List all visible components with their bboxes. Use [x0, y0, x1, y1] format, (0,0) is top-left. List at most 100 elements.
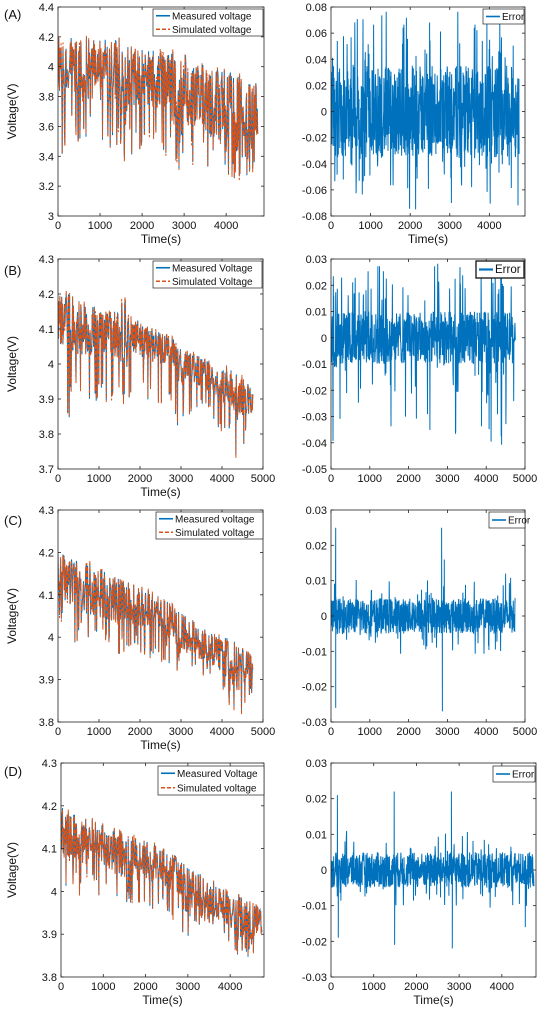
axes-box: [57, 6, 265, 217]
y-tick-label: 3.9: [39, 675, 54, 687]
series-simulated-line: [61, 809, 263, 955]
x-tick-label: 1000: [87, 473, 111, 485]
y-tick-label: -0.01: [302, 646, 327, 658]
x-axis-label: Time(s): [141, 232, 181, 246]
y-tick-label: 0: [321, 865, 327, 877]
x-tick-label: 0: [58, 981, 64, 993]
legend-label-1: Measured Voltage: [177, 769, 258, 780]
x-tick-label: 4000: [214, 220, 238, 232]
legend: Error: [488, 511, 531, 529]
x-tick-label: 3000: [435, 473, 459, 485]
y-tick-label: 0.01: [306, 829, 327, 841]
legend: Error: [475, 260, 525, 279]
y-tick-label: 4.3: [42, 758, 57, 770]
legend-box: [492, 765, 536, 783]
y-tick-label: 3.8: [42, 972, 57, 984]
x-tick-label: 4000: [474, 726, 498, 738]
legend-label-2: Simulated voltage: [175, 528, 255, 539]
x-tick-label: 3000: [169, 726, 193, 738]
y-tick-label: -0.02: [302, 133, 327, 145]
x-tick-label: 4000: [477, 220, 501, 232]
x-tick-label: 5000: [251, 473, 275, 485]
plot-area: [58, 35, 259, 181]
x-tick-label: 2000: [128, 473, 152, 485]
y-tick-label: 4.3: [39, 254, 54, 266]
legend-box: [152, 260, 263, 289]
legend-label-1: Error: [512, 770, 535, 781]
legend-box: [155, 511, 264, 540]
series-simulated-line: [58, 290, 254, 459]
x-tick-label: 2000: [396, 726, 420, 738]
x-tick-label: 3000: [447, 981, 471, 993]
y-tick-label: 3.9: [42, 929, 57, 941]
legend-label-1: Measured voltage: [175, 514, 255, 525]
legend-box: [157, 765, 265, 796]
y-tick-label: 4: [48, 62, 54, 74]
x-tick-label: 0: [55, 473, 61, 485]
y-tick-label: 0: [321, 107, 327, 119]
x-tick-label: 3000: [438, 220, 462, 232]
legend-label-1: Measured Voltage: [172, 263, 253, 274]
y-tick-label: 3.8: [39, 429, 54, 441]
x-tick-label: 4000: [210, 473, 234, 485]
chart-panel-3: 0 1000 2000 3000 4000 5000 3.7 3.8 3.9 4 4.1 4.2 4.3…: [4, 254, 275, 499]
y-tick-label: 4.2: [42, 801, 57, 813]
x-tick-label: 5000: [251, 726, 275, 738]
panel-label: (C): [4, 513, 22, 528]
x-tick-label: 2000: [398, 220, 422, 232]
plot-area: [331, 11, 520, 210]
plot-area: [58, 290, 254, 459]
y-tick-label: 3.2: [39, 181, 54, 193]
legend-box: [488, 511, 526, 529]
y-tick-label: 3.7: [39, 464, 54, 476]
legend-label-1: Error: [508, 516, 531, 527]
y-tick-label: 0.04: [306, 54, 327, 66]
y-tick-label: 4.1: [39, 324, 54, 336]
x-axis-label: Time(s): [142, 993, 182, 1007]
chart-panel-1: 0 1000 2000 3000 4000 3 3.2 3.4 3.6 3.8 4 4.2 4.4 Tim…: [4, 2, 265, 246]
y-tick-label: 0.01: [306, 307, 327, 319]
x-tick-label: 4000: [490, 981, 514, 993]
y-tick-label: 4.1: [39, 590, 54, 602]
y-tick-label: 0.08: [306, 2, 327, 14]
y-tick-label: -0.05: [302, 464, 327, 476]
legend: Error: [482, 8, 525, 25]
y-axis-label: Voltage(V): [5, 588, 19, 644]
chart-panel-4: 0 1000 2000 3000 4000 5000 -0.05 -0.04 -0.03 -0.0…: [302, 254, 537, 485]
y-tick-label: -0.01: [302, 359, 327, 371]
y-tick-label: 0.02: [306, 80, 327, 92]
x-tick-label: 1000: [358, 726, 382, 738]
y-tick-label: -0.03: [302, 972, 327, 984]
plot-area: [331, 791, 535, 949]
y-tick-label: -0.06: [302, 185, 327, 197]
y-tick-label: 0.01: [306, 576, 327, 588]
x-tick-label: 3000: [435, 726, 459, 738]
plot-area: [331, 527, 516, 712]
panel-label: (D): [4, 764, 22, 779]
legend-label-2: Simulated voltage: [172, 25, 252, 36]
y-tick-label: -0.04: [302, 159, 327, 171]
x-axis-label: Time(s): [140, 485, 180, 499]
y-tick-label: 0.03: [306, 254, 327, 266]
x-tick-label: 3000: [169, 473, 193, 485]
legend-box: [482, 8, 525, 25]
y-tick-label: 3.9: [39, 394, 54, 406]
panel-label: (A): [4, 7, 21, 22]
plot-area: [331, 263, 516, 445]
x-tick-label: 0: [55, 726, 61, 738]
y-tick-label: 4.3: [39, 505, 54, 517]
x-tick-label: 5000: [513, 726, 537, 738]
x-tick-label: 2000: [404, 981, 428, 993]
x-tick-label: 3000: [172, 220, 196, 232]
y-tick-label: -0.02: [302, 682, 327, 694]
x-tick-label: 1000: [361, 981, 385, 993]
x-tick-label: 4000: [210, 726, 234, 738]
y-tick-label: 3.8: [39, 717, 54, 729]
y-tick-label: -0.02: [302, 385, 327, 397]
plot-area: [61, 808, 263, 957]
series-simulated-line: [58, 35, 259, 181]
legend: Measured voltage Simulated voltage: [155, 511, 264, 540]
y-tick-label: -0.01: [302, 901, 327, 913]
x-tick-label: 0: [55, 220, 61, 232]
